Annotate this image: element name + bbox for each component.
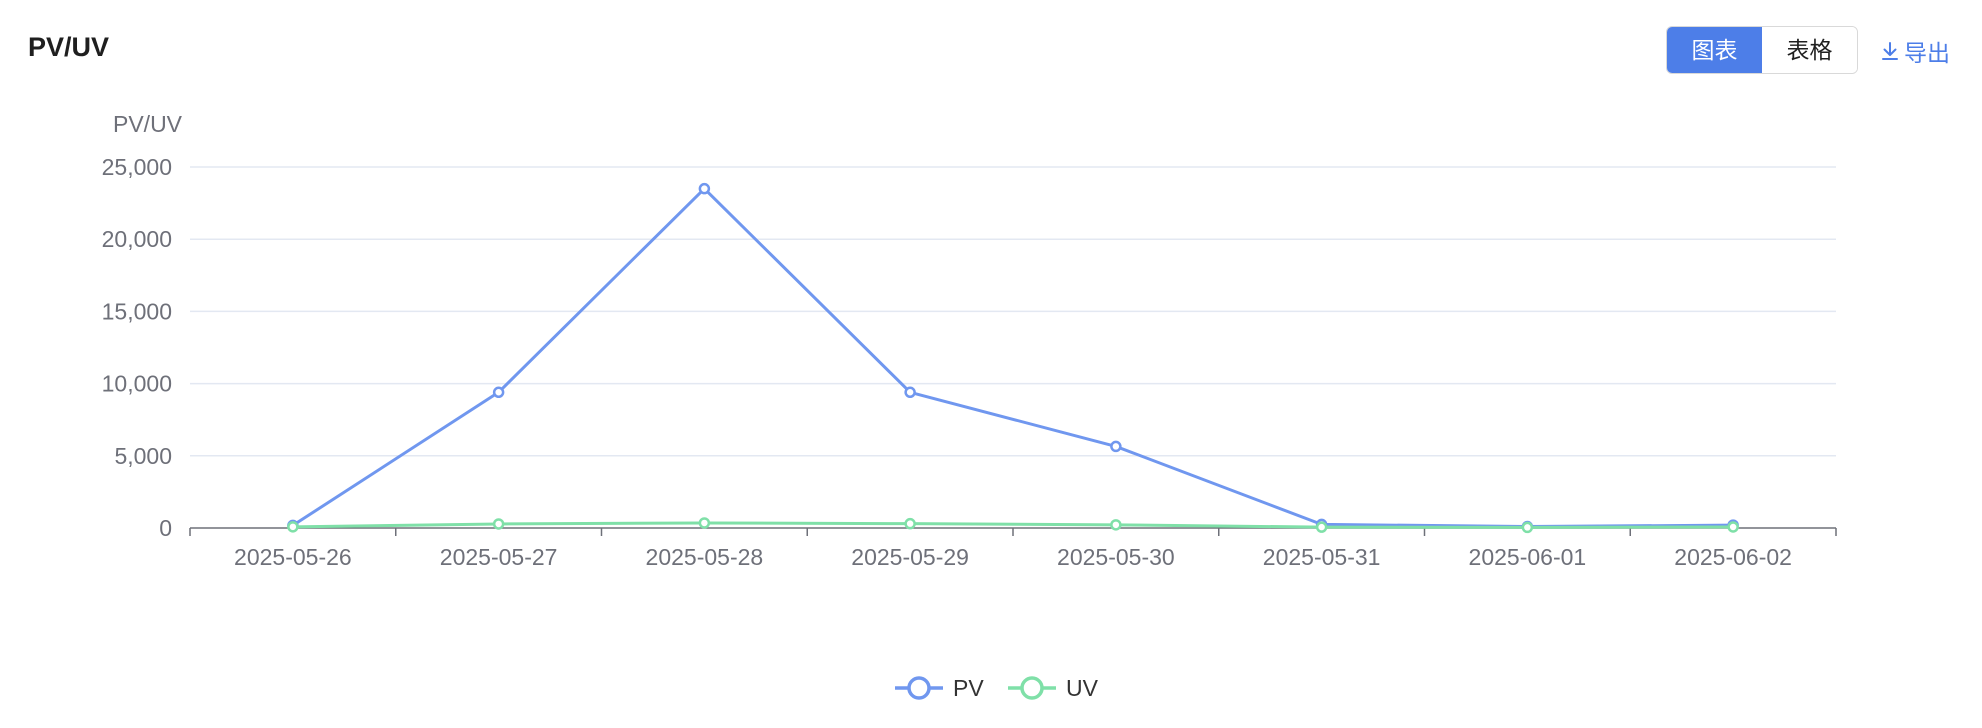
y-axis-title: PV/UV [113,111,183,137]
legend-marker-uv [1020,676,1044,700]
data-point-uv [287,521,299,533]
data-point-pv [1110,440,1122,453]
tab-chart[interactable]: 图表 [1667,27,1762,73]
y-tick-label: 20,000 [102,226,172,252]
data-point-uv [1315,521,1328,533]
data-point-uv [698,517,711,529]
data-point-pv [698,182,711,195]
tab-table[interactable]: 表格 [1762,27,1857,73]
x-tick-label: 2025-05-28 [646,544,764,570]
data-point-uv [1521,521,1534,534]
y-tick-label: 5,000 [114,443,172,469]
y-tick-label: 10,000 [102,371,172,397]
data-point-pv [904,386,916,399]
legend-marker-pv [907,676,931,700]
export-label: 导出 [1904,40,1950,66]
y-tick-label: 0 [159,515,172,541]
series-line-uv [292,521,1734,529]
y-tick-label: 15,000 [102,298,172,324]
x-tick-label: 2025-05-29 [851,544,969,570]
x-tick-label: 2025-05-26 [234,544,352,570]
data-point-uv [904,517,916,530]
legend-label-uv: UV [1066,675,1099,701]
data-point-uv [492,518,505,530]
view-toggle: 图表 表格 [1666,26,1858,74]
download-icon [1882,42,1898,60]
x-tick-label: 2025-05-31 [1263,544,1381,570]
x-tick-label: 2025-06-01 [1469,544,1587,570]
data-point-uv [1727,521,1739,533]
export-button[interactable]: 导出 [1880,34,1950,68]
data-point-uv [1110,519,1122,531]
y-tick-label: 25,000 [102,154,172,180]
x-tick-label: 2025-05-27 [440,544,558,570]
legend-label-pv: PV [953,675,984,701]
data-point-pv [492,386,505,399]
x-tick-label: 2025-05-30 [1057,544,1175,570]
panel-title: PV/UV [28,32,110,62]
x-tick-label: 2025-06-02 [1674,544,1792,570]
